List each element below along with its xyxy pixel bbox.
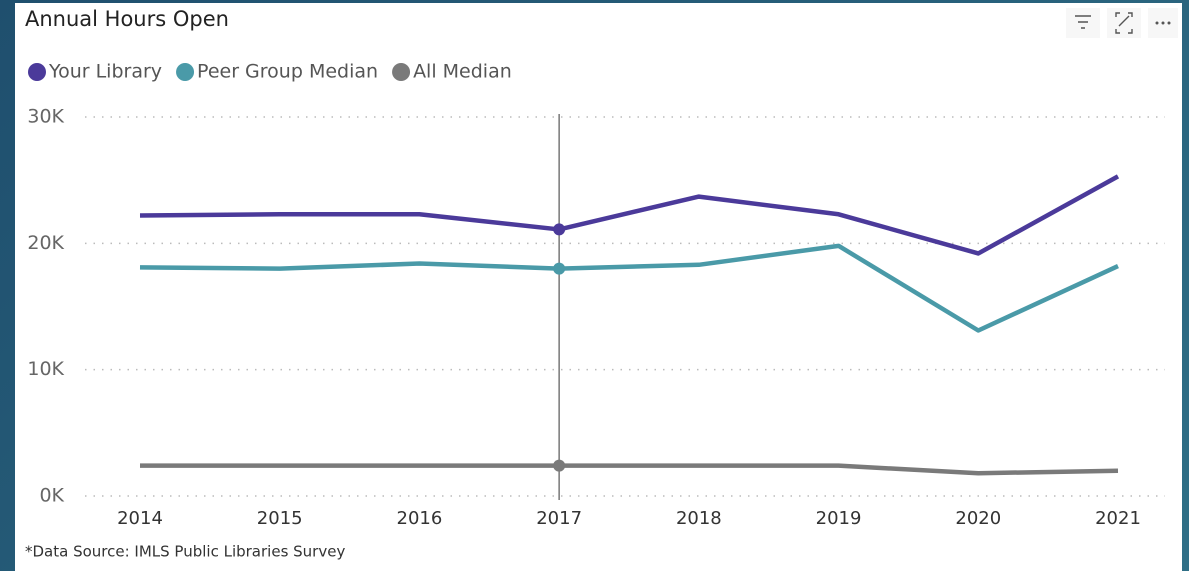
source-note: *Data Source: IMLS Public Libraries Surv…: [25, 543, 345, 561]
y-tick-label: 30K: [27, 106, 64, 128]
x-tick-label: 2020: [955, 508, 1001, 529]
hover-marker: [553, 459, 566, 472]
legend-swatch: [392, 63, 411, 81]
hover-marker: [553, 262, 566, 275]
x-tick-label: 2017: [536, 508, 582, 529]
legend-swatch: [28, 63, 46, 81]
legend-label: All Median: [413, 61, 512, 83]
panel: [15, 3, 1182, 571]
toolbar: [1066, 8, 1178, 38]
y-tick-label: 10K: [27, 358, 64, 380]
hover-marker: [553, 223, 566, 236]
legend-label: Peer Group Median: [197, 61, 378, 83]
series-line: [139, 243, 1119, 333]
focus-icon[interactable]: [1107, 8, 1141, 38]
x-tick-label: 2014: [117, 508, 163, 529]
series-line: [140, 463, 1119, 476]
x-tick-label: 2021: [1095, 508, 1141, 529]
series-line: [139, 174, 1120, 256]
x-tick-label: 2018: [676, 508, 722, 529]
filter-icon[interactable]: [1066, 8, 1100, 38]
y-tick-label: 20K: [27, 232, 64, 254]
legend-swatch: [176, 63, 195, 81]
y-tick-label: 0K: [39, 485, 64, 507]
legend-label: Your Library: [48, 61, 162, 83]
x-tick-label: 2019: [816, 508, 862, 529]
x-tick-label: 2016: [397, 508, 443, 529]
chart-title: Annual Hours Open: [25, 7, 229, 31]
x-tick-label: 2015: [257, 508, 303, 529]
